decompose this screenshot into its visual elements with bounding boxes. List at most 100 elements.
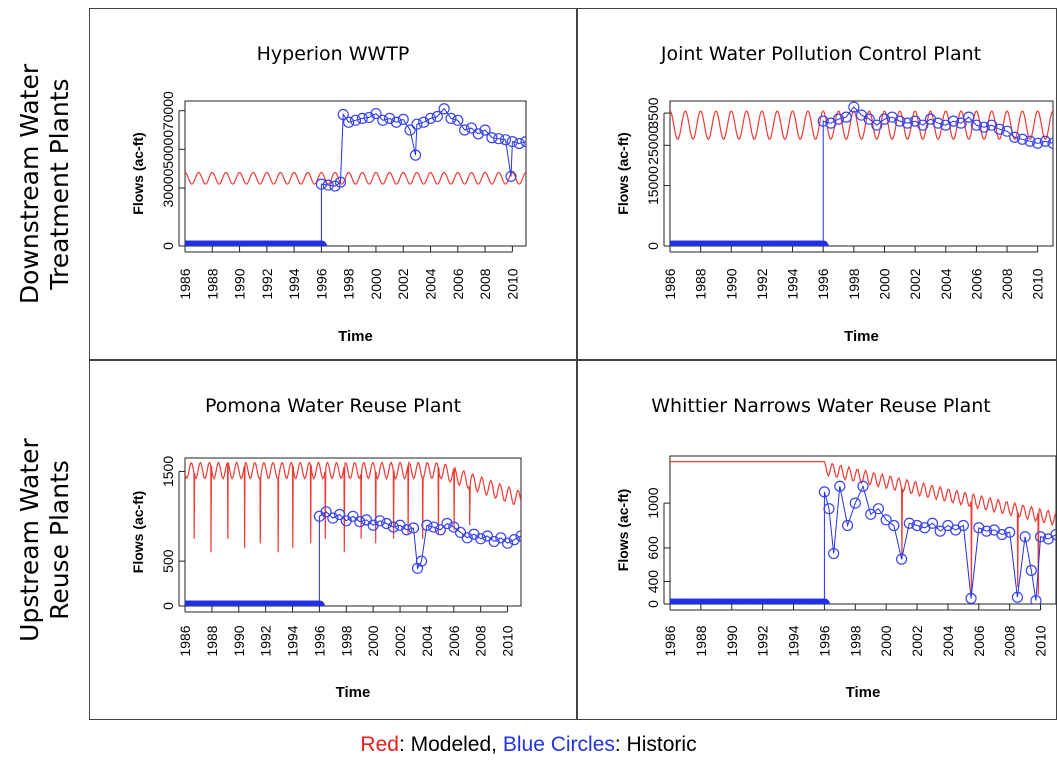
row-label-downstream: Downstream Water Treatment Plants bbox=[0, 8, 90, 359]
x-tick-label: 1990 bbox=[724, 625, 740, 656]
historic-point bbox=[896, 553, 908, 565]
historic-point bbox=[506, 136, 518, 148]
grid-divider-horizontal bbox=[89, 359, 1057, 361]
historic-point bbox=[322, 179, 334, 191]
x-tick-label: 1994 bbox=[285, 625, 301, 656]
historic-point bbox=[424, 112, 437, 125]
x-tick-label: 2000 bbox=[876, 268, 892, 299]
x-tick-label: 1988 bbox=[693, 625, 709, 656]
x-tick-label: 1990 bbox=[231, 625, 247, 656]
x-tick-label: 1996 bbox=[313, 268, 329, 299]
historic-point bbox=[880, 514, 892, 526]
x-tick-label: 2006 bbox=[450, 268, 466, 299]
historic-point bbox=[903, 517, 915, 529]
historic-point bbox=[409, 149, 422, 161]
chart-panel-whittier: Whittier Narrows Water Reuse Plant 0 400 6… bbox=[578, 361, 1057, 711]
historic-point bbox=[381, 517, 393, 530]
historic-point bbox=[947, 115, 960, 127]
x-tick-label: 1992 bbox=[754, 268, 770, 299]
y-tick-label: 70000 bbox=[160, 91, 176, 130]
plot-frame bbox=[184, 100, 527, 247]
y-tick-label: 0 bbox=[160, 242, 176, 250]
historic-point bbox=[520, 136, 526, 148]
historic-point bbox=[452, 114, 464, 126]
historic-point bbox=[343, 116, 355, 128]
historic-point bbox=[445, 112, 457, 125]
x-tick-label: 2002 bbox=[909, 625, 925, 656]
historic-point bbox=[434, 524, 446, 536]
historic-point bbox=[970, 119, 982, 131]
historic-point bbox=[354, 516, 366, 528]
x-axis-label: Time bbox=[338, 328, 373, 345]
y-tick-label: 0 bbox=[645, 600, 661, 608]
historic-point bbox=[978, 121, 990, 133]
x-tick-label: 1986 bbox=[662, 268, 678, 299]
historic-point bbox=[377, 114, 389, 126]
modeled-series-line bbox=[185, 171, 526, 185]
historic-point bbox=[1011, 591, 1023, 603]
historic-point bbox=[1034, 531, 1047, 543]
x-tick-label: 2004 bbox=[940, 625, 956, 656]
modeled-series-line bbox=[670, 110, 1053, 141]
x-tick-label: 2008 bbox=[477, 268, 493, 299]
historic-point bbox=[431, 110, 443, 123]
historic-point bbox=[1019, 531, 1031, 543]
x-tick-label: 1986 bbox=[177, 625, 193, 656]
historic-point bbox=[418, 116, 430, 128]
historic-point bbox=[996, 528, 1008, 541]
historic-point bbox=[1004, 526, 1016, 538]
historic-point bbox=[421, 519, 433, 531]
chart-title: Pomona Water Reuse Plant bbox=[204, 395, 462, 417]
historic-point bbox=[834, 480, 846, 492]
historic-point bbox=[1001, 125, 1013, 137]
historic-point bbox=[1024, 135, 1036, 147]
historic-point bbox=[1009, 131, 1021, 143]
x-tick-label: 2010 bbox=[500, 625, 516, 656]
y-tick-label: 15000 bbox=[645, 166, 661, 205]
historic-point bbox=[407, 522, 420, 534]
legend-modeled-label: Red bbox=[360, 733, 399, 756]
x-tick-label: 1990 bbox=[723, 268, 739, 299]
x-tick-label: 2010 bbox=[1030, 268, 1046, 299]
historic-point bbox=[865, 508, 877, 520]
historic-point bbox=[479, 124, 491, 136]
historic-point bbox=[499, 134, 512, 146]
x-tick-label: 1998 bbox=[338, 625, 354, 656]
y-tick-label: 500 bbox=[160, 549, 176, 573]
plot-area bbox=[185, 461, 521, 606]
historic-point bbox=[993, 123, 1005, 135]
plot-frame bbox=[184, 457, 522, 607]
historic-point bbox=[505, 170, 517, 182]
historic-point bbox=[1030, 595, 1042, 604]
historic-point bbox=[459, 124, 471, 136]
x-tick-label: 1998 bbox=[846, 268, 862, 299]
x-tick-label: 1988 bbox=[204, 268, 220, 299]
x-tick-label: 2008 bbox=[473, 625, 489, 656]
chart-svg: 0 500 1500 1986 1988 1990 1992 1994 1996 1998 2000… bbox=[130, 456, 522, 701]
x-tick-label: 2006 bbox=[446, 625, 462, 656]
x-axis-label: Time bbox=[844, 328, 879, 345]
legend-historic-label: Blue Circles bbox=[502, 733, 615, 756]
historic-point bbox=[428, 521, 440, 533]
historic-point bbox=[493, 133, 505, 145]
x-tick-label: 2002 bbox=[395, 268, 411, 299]
x-tick-label: 1994 bbox=[785, 268, 801, 299]
historic-point bbox=[315, 178, 327, 190]
historic-point bbox=[817, 115, 829, 127]
historic-point bbox=[871, 119, 883, 131]
x-tick-label: 1986 bbox=[177, 268, 193, 299]
historic-point bbox=[878, 113, 891, 125]
x-tick-label: 1994 bbox=[286, 268, 302, 299]
historic-point bbox=[513, 137, 525, 150]
x-tick-label: 1996 bbox=[815, 268, 831, 299]
x-tick-label: 2010 bbox=[1033, 625, 1049, 656]
x-tick-label: 1996 bbox=[311, 625, 327, 656]
historic-point bbox=[857, 480, 869, 492]
chart-title: Whittier Narrows Water Reuse Plant bbox=[651, 395, 991, 417]
historic-point bbox=[397, 113, 409, 125]
historic-point bbox=[488, 535, 500, 548]
chart-panel-pomona: Pomona Water Reuse Plant 0 500 1500 1986 198… bbox=[90, 361, 576, 711]
x-tick-label: 1994 bbox=[786, 625, 802, 656]
historic-point bbox=[818, 598, 830, 604]
